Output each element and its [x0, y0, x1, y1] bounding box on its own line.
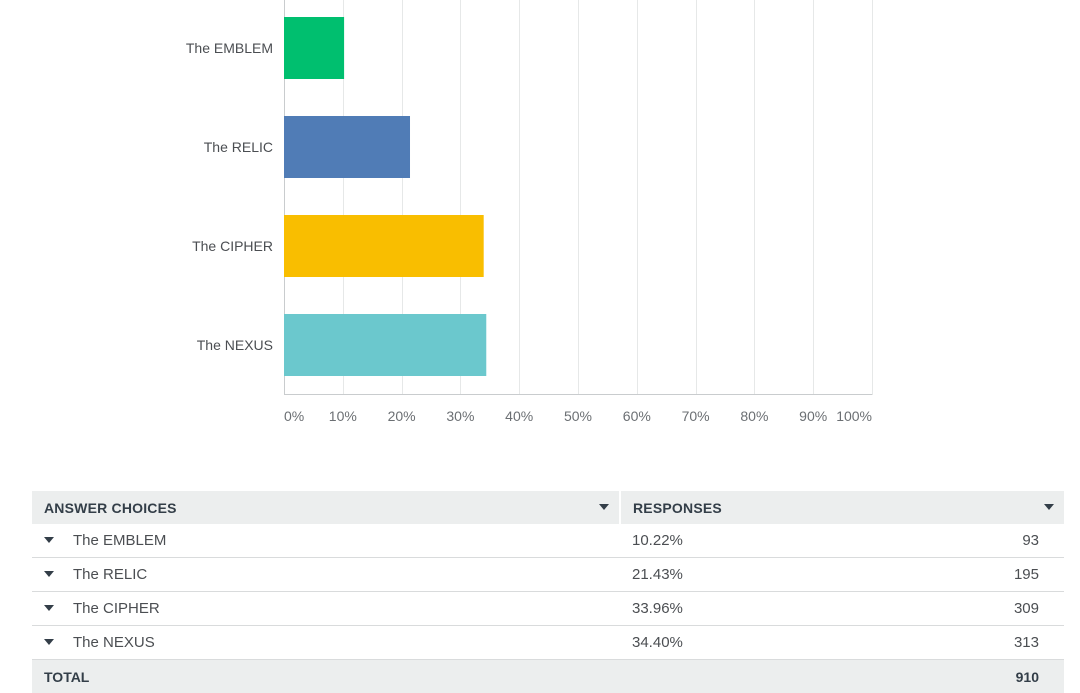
- x-tick-label: 10%: [329, 408, 357, 424]
- x-tick-labels: 0% 10% 20% 30% 40% 50% 60% 70% 80% 90% 100%: [284, 408, 872, 424]
- expand-caret-icon[interactable]: [44, 605, 54, 611]
- response-percent: 21.43%: [620, 566, 683, 583]
- response-cell: 10.22% 93: [620, 524, 1064, 558]
- results-table: ANSWER CHOICES RESPONSES The EMBLEM 10.22…: [32, 491, 1064, 693]
- x-tick-label: 0%: [284, 408, 304, 424]
- table-row[interactable]: The EMBLEM 10.22% 93: [32, 524, 1064, 558]
- choice-cell: The EMBLEM: [32, 524, 620, 558]
- category-labels: The EMBLEM The RELIC The CIPHER The NEXUS: [186, 40, 273, 353]
- bar[interactable]: [284, 116, 410, 178]
- bar-chart: The EMBLEM The RELIC The CIPHER The NEXUS 0…: [0, 0, 1080, 440]
- answer-choices-header[interactable]: ANSWER CHOICES: [32, 491, 620, 524]
- response-cell: 21.43% 195: [620, 558, 1064, 592]
- x-tick-label: 90%: [799, 408, 827, 424]
- choice-label: The CIPHER: [73, 600, 160, 617]
- expand-caret-icon[interactable]: [44, 571, 54, 577]
- responses-header[interactable]: RESPONSES: [620, 491, 1064, 524]
- category-label: The CIPHER: [192, 238, 273, 254]
- choice-label: The NEXUS: [73, 634, 155, 651]
- sort-caret-icon[interactable]: [1044, 504, 1054, 510]
- x-tick-label: 60%: [623, 408, 651, 424]
- response-count: 313: [1014, 634, 1064, 651]
- choice-cell: The NEXUS: [32, 626, 620, 660]
- expand-caret-icon[interactable]: [44, 537, 54, 543]
- response-cell: 33.96% 309: [620, 592, 1064, 626]
- x-tick-label: 50%: [564, 408, 592, 424]
- sort-caret-icon[interactable]: [599, 504, 609, 510]
- table-row[interactable]: The NEXUS 34.40% 313: [32, 626, 1064, 660]
- response-count: 93: [1022, 532, 1064, 549]
- choice-label: The RELIC: [73, 566, 147, 583]
- table-row[interactable]: The CIPHER 33.96% 309: [32, 592, 1064, 626]
- x-tick-label: 80%: [740, 408, 768, 424]
- bar[interactable]: [284, 215, 484, 277]
- answer-choices-header-label: ANSWER CHOICES: [44, 500, 177, 516]
- table-header-row: ANSWER CHOICES RESPONSES: [32, 491, 1064, 524]
- x-tick-label: 30%: [446, 408, 474, 424]
- x-tick-label: 100%: [836, 408, 872, 424]
- total-label: TOTAL: [32, 660, 620, 693]
- bars: [284, 17, 486, 376]
- choice-cell: The RELIC: [32, 558, 620, 592]
- response-count: 195: [1014, 566, 1064, 583]
- response-count: 309: [1014, 600, 1064, 617]
- total-count: 910: [620, 660, 1064, 693]
- response-percent: 33.96%: [620, 600, 683, 617]
- expand-caret-icon[interactable]: [44, 639, 54, 645]
- response-percent: 10.22%: [620, 532, 683, 549]
- category-label: The RELIC: [204, 139, 273, 155]
- response-cell: 34.40% 313: [620, 626, 1064, 660]
- category-label: The NEXUS: [197, 337, 273, 353]
- table-row[interactable]: The RELIC 21.43% 195: [32, 558, 1064, 592]
- response-percent: 34.40%: [620, 634, 683, 651]
- choice-label: The EMBLEM: [73, 532, 166, 549]
- x-tick-label: 70%: [682, 408, 710, 424]
- choice-cell: The CIPHER: [32, 592, 620, 626]
- bar[interactable]: [284, 17, 344, 79]
- x-tick-label: 20%: [388, 408, 416, 424]
- responses-header-label: RESPONSES: [633, 500, 722, 516]
- category-label: The EMBLEM: [186, 40, 273, 56]
- bar[interactable]: [284, 314, 486, 376]
- x-tick-label: 40%: [505, 408, 533, 424]
